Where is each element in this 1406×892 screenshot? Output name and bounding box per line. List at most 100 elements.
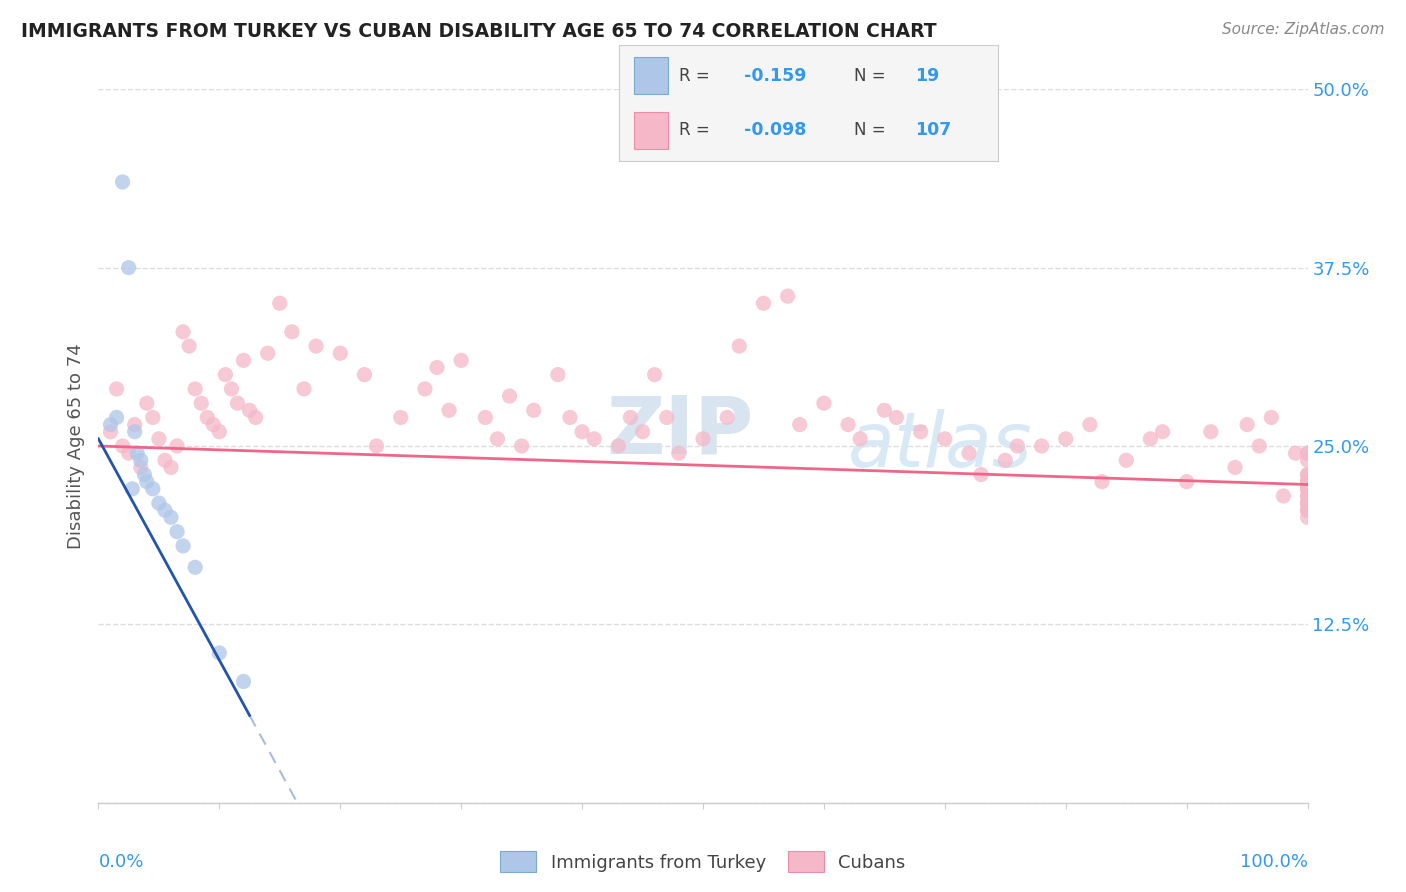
Point (239, 403, 262, 417)
Point (134, 467, 156, 482)
Point (135, 396, 157, 410)
Point (124, 417, 146, 432)
Point (644, 368, 666, 382)
Point (1296, 496, 1319, 510)
Point (886, 410, 908, 425)
Point (1115, 453, 1137, 467)
Point (1296, 475, 1319, 489)
Point (1296, 475, 1319, 489)
Point (413, 382, 436, 396)
Point (583, 432, 606, 446)
Point (1296, 482, 1319, 496)
Point (547, 368, 569, 382)
Text: -0.159: -0.159 (744, 67, 806, 85)
Point (1139, 432, 1161, 446)
Point (1296, 475, 1319, 489)
Point (172, 539, 194, 553)
Point (232, 674, 254, 689)
Point (179, 339, 201, 353)
Point (232, 353, 254, 368)
Point (994, 453, 1017, 467)
Point (789, 417, 811, 432)
Point (437, 403, 460, 417)
Point (153, 503, 176, 517)
Text: 107: 107 (915, 121, 950, 139)
Point (1296, 467, 1319, 482)
Point (172, 325, 194, 339)
Point (208, 425, 231, 439)
Point (214, 368, 236, 382)
Point (1249, 439, 1271, 453)
Point (111, 439, 134, 453)
Point (1296, 496, 1319, 510)
Point (1091, 475, 1114, 489)
Text: Source: ZipAtlas.com: Source: ZipAtlas.com (1222, 22, 1385, 37)
Point (226, 396, 249, 410)
Point (166, 524, 188, 539)
Point (1296, 503, 1319, 517)
Point (655, 410, 678, 425)
Point (389, 410, 412, 425)
Point (510, 439, 533, 453)
Legend: Immigrants from Turkey, Cubans: Immigrants from Turkey, Cubans (501, 852, 905, 872)
Point (692, 432, 714, 446)
Point (1260, 410, 1282, 425)
Point (1284, 446, 1306, 460)
Point (105, 410, 128, 425)
Point (1007, 439, 1029, 453)
Point (118, 260, 141, 275)
Point (1296, 475, 1319, 489)
Point (957, 446, 980, 460)
Point (353, 368, 375, 382)
Point (1054, 432, 1077, 446)
Point (474, 410, 496, 425)
Text: IMMIGRANTS FROM TURKEY VS CUBAN DISABILITY AGE 65 TO 74 CORRELATION CHART: IMMIGRANTS FROM TURKEY VS CUBAN DISABILI… (21, 22, 936, 41)
Point (1236, 417, 1258, 432)
Point (558, 410, 581, 425)
Bar (634, 57, 668, 95)
Point (523, 403, 546, 417)
Point (195, 410, 218, 425)
Point (153, 453, 176, 467)
Text: atlas: atlas (848, 409, 1032, 483)
Point (129, 453, 152, 467)
Point (100, 425, 122, 439)
Point (837, 417, 859, 432)
Point (148, 432, 170, 446)
Point (1296, 453, 1319, 467)
Text: 100.0%: 100.0% (1240, 853, 1308, 871)
Point (486, 432, 509, 446)
Point (1296, 496, 1319, 510)
Text: N =: N = (853, 121, 891, 139)
Point (121, 482, 143, 496)
Point (1296, 482, 1319, 496)
Point (160, 460, 183, 475)
Point (208, 646, 231, 660)
Point (1272, 489, 1295, 503)
Text: -0.098: -0.098 (744, 121, 806, 139)
Point (849, 432, 872, 446)
Point (607, 439, 630, 453)
Point (450, 353, 472, 368)
Point (873, 403, 896, 417)
Point (1296, 489, 1319, 503)
Point (716, 410, 738, 425)
Point (970, 467, 993, 482)
Point (813, 396, 835, 410)
Text: 0.0%: 0.0% (98, 853, 143, 871)
Text: R =: R = (679, 121, 716, 139)
Point (221, 382, 243, 396)
Text: ZIP: ZIP (606, 392, 754, 471)
Point (1296, 467, 1319, 482)
Point (752, 296, 775, 310)
Point (1296, 482, 1319, 496)
Point (305, 339, 328, 353)
Point (1031, 439, 1053, 453)
Point (1296, 446, 1319, 460)
Point (148, 496, 170, 510)
Point (166, 439, 188, 453)
Text: N =: N = (853, 67, 891, 85)
Point (245, 410, 267, 425)
Point (129, 460, 152, 475)
Point (426, 360, 449, 375)
